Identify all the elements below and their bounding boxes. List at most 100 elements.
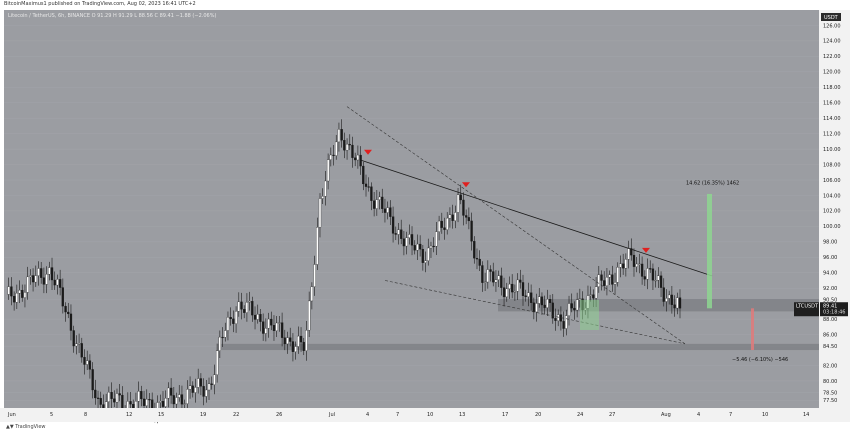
- candle-body: [88, 360, 92, 370]
- candle: [226, 311, 230, 341]
- candle: [75, 335, 78, 355]
- candle-body: [356, 154, 360, 161]
- price-tick-label: 122.00: [823, 54, 841, 60]
- candle: [188, 376, 192, 399]
- candle: [72, 325, 75, 353]
- candle: [343, 132, 346, 159]
- candle: [202, 378, 205, 406]
- candle: [375, 189, 378, 216]
- candle-body: [280, 322, 284, 338]
- candle-body: [329, 154, 332, 160]
- candle: [197, 368, 200, 394]
- candle-body: [500, 275, 503, 288]
- candle-body: [513, 291, 517, 293]
- time-tick-label: 26: [276, 412, 282, 418]
- candle: [221, 327, 224, 348]
- candle: [294, 341, 297, 360]
- candle: [435, 221, 438, 255]
- price-tick-label: 88.00: [823, 317, 837, 323]
- candle-body: [416, 243, 419, 251]
- candle-body: [337, 129, 341, 143]
- candle-body: [424, 260, 427, 263]
- candle: [237, 292, 240, 317]
- candle-body: [164, 398, 167, 407]
- candle-body: [481, 265, 484, 283]
- candle: [421, 244, 425, 271]
- candle-body: [99, 398, 102, 405]
- candle-body: [345, 143, 349, 151]
- bearish-marker-icon: [364, 149, 372, 155]
- time-tick-label: 27: [609, 412, 615, 418]
- candle-body: [159, 401, 162, 403]
- candle: [332, 144, 335, 166]
- candle-body: [508, 283, 511, 290]
- candle-body: [678, 297, 682, 309]
- candle-body: [75, 343, 78, 347]
- candle: [502, 277, 506, 307]
- candle: [611, 265, 614, 292]
- candle: [429, 241, 433, 259]
- pair-label: LTCUSDT: [796, 304, 819, 310]
- candle-body: [557, 314, 560, 321]
- candle-body: [40, 268, 43, 278]
- candle-body: [573, 307, 576, 311]
- candle-body: [554, 318, 557, 321]
- candle: [364, 174, 368, 197]
- candle: [548, 294, 552, 313]
- candle: [372, 191, 376, 217]
- candle: [486, 260, 489, 289]
- candle-body: [521, 282, 525, 296]
- candle-body: [486, 269, 489, 283]
- candle-body: [53, 279, 56, 286]
- candle: [665, 289, 668, 312]
- candle-body: [67, 311, 70, 315]
- candle-body: [37, 268, 40, 276]
- candle: [454, 205, 457, 229]
- candle-body: [118, 393, 121, 396]
- candle: [40, 262, 43, 284]
- candle: [370, 182, 373, 211]
- candle-body: [668, 294, 671, 299]
- candle: [329, 147, 332, 167]
- candle: [527, 282, 530, 307]
- candle: [67, 302, 70, 319]
- candle-body: [375, 199, 378, 209]
- price-tick-label: 112.00: [823, 131, 841, 137]
- candle: [7, 277, 10, 300]
- candle-body: [519, 279, 522, 283]
- candle-body: [197, 378, 200, 388]
- candle: [416, 234, 419, 260]
- candle: [500, 267, 503, 296]
- candle: [508, 276, 511, 299]
- candle: [649, 260, 652, 273]
- candle: [462, 192, 465, 226]
- candle-body: [332, 154, 335, 156]
- symbol-info: Litecoin / TetherUS, 6h, BINANCE O 91.29…: [8, 13, 217, 19]
- candle-body: [267, 318, 270, 329]
- candle: [497, 270, 500, 288]
- candle: [248, 291, 251, 311]
- candle: [668, 290, 671, 305]
- candle-body: [113, 398, 116, 403]
- candle: [676, 292, 679, 315]
- candle-body: [183, 403, 186, 405]
- candle-body: [305, 330, 308, 351]
- candle-body: [145, 399, 148, 406]
- candle: [437, 215, 441, 241]
- candle-body: [56, 279, 59, 286]
- candle-body: [224, 330, 227, 338]
- candle-body: [248, 301, 251, 303]
- candle-body: [665, 298, 668, 302]
- candle: [640, 256, 644, 285]
- candle-body: [527, 292, 530, 297]
- candle-body: [654, 280, 657, 282]
- support-zone: [498, 299, 819, 312]
- candle-body: [632, 254, 636, 267]
- candle: [511, 274, 514, 299]
- candle: [48, 261, 51, 281]
- descending-resistance-line: [359, 159, 713, 277]
- candle-body: [148, 399, 151, 401]
- candle: [18, 280, 21, 304]
- candle: [475, 248, 479, 270]
